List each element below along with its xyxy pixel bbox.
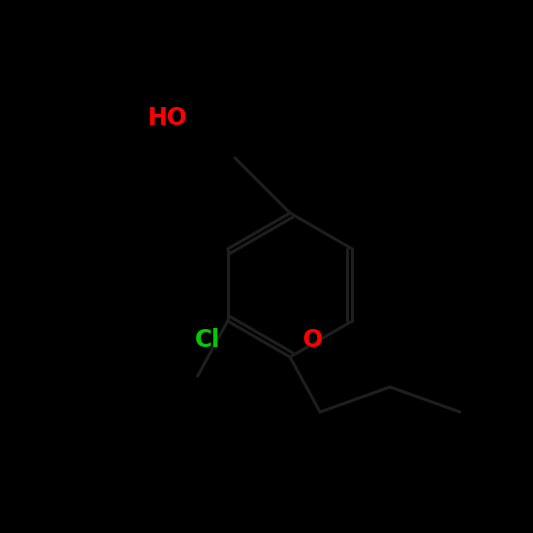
Text: O: O: [303, 328, 323, 352]
Text: Cl: Cl: [195, 328, 220, 352]
Text: HO: HO: [148, 106, 188, 130]
